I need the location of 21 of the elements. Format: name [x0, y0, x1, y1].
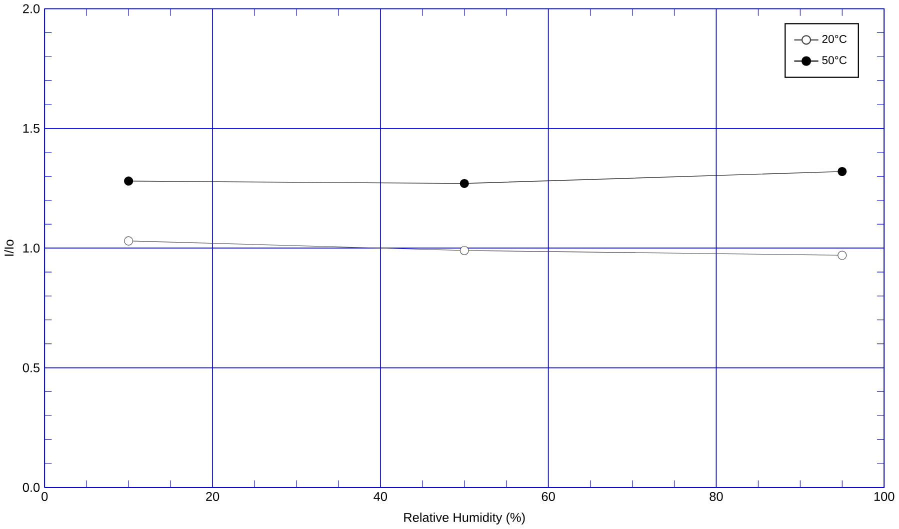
x-tick-label: 60	[542, 492, 555, 502]
legend-label: 20°C	[822, 35, 847, 44]
y-tick-label: 1.5	[23, 124, 40, 134]
y-tick-label: 2.0	[23, 4, 40, 14]
x-tick-label: 80	[710, 492, 723, 502]
x-tick-label: 40	[374, 492, 388, 502]
point	[460, 179, 469, 188]
x-tick-label: 0	[42, 492, 48, 502]
legend-label: 50°C	[822, 56, 847, 64]
x-axis-title: Relative Humidity (%)	[404, 512, 525, 525]
point	[838, 250, 847, 260]
y-axis-title: I/Io	[4, 240, 14, 256]
y-tick-label: 0.0	[22, 483, 40, 492]
point	[124, 176, 134, 186]
point	[124, 236, 134, 246]
point	[460, 246, 469, 256]
x-tick-label: 20	[206, 492, 220, 502]
y-tick-label: 0.5	[22, 363, 40, 372]
point	[838, 167, 847, 176]
y-tick-label: 1.0	[23, 244, 40, 253]
x-tick-label: 100	[874, 492, 894, 502]
